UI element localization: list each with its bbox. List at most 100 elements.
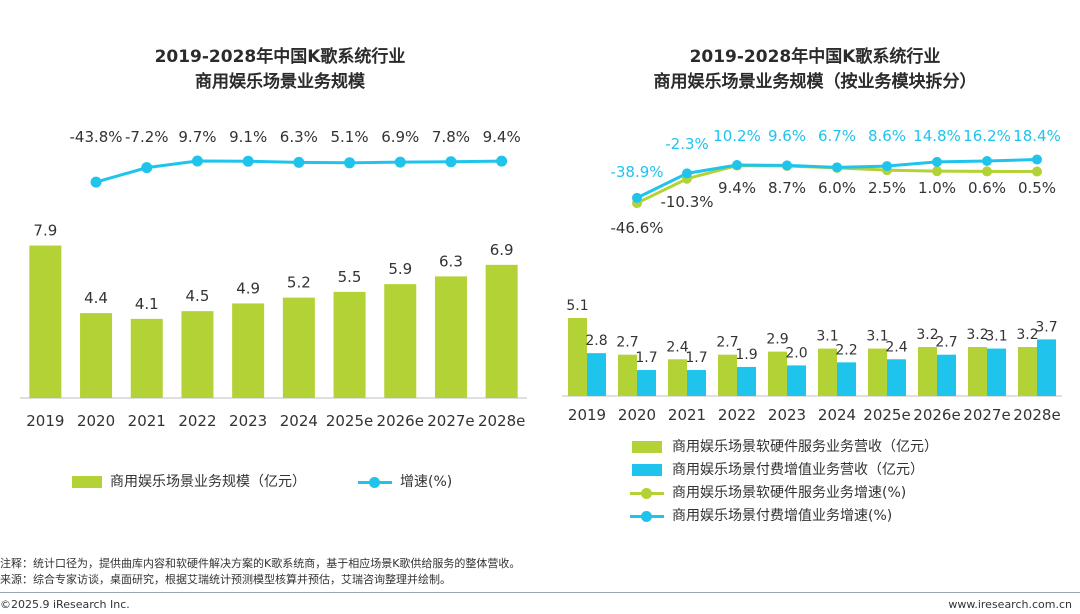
right-x-tick-2026e: 2026e	[913, 406, 960, 424]
right-bar-paid-2026e	[937, 354, 956, 396]
right-hw-growth-label-2025e: 2.5%	[868, 179, 906, 197]
left-x-tick-2020: 2020	[77, 412, 115, 430]
right-bar-paid-2019	[587, 353, 606, 396]
left-x-tick-2021: 2021	[128, 412, 166, 430]
right-paid-growth-label-2022: 10.2%	[713, 127, 761, 145]
right-bar-hw-label-2021: 2.4	[666, 339, 688, 355]
left-growth-label-2028e: 9.4%	[483, 128, 521, 146]
footer-website: www.iresearch.com.cn	[948, 598, 1072, 611]
left-chart-title: 2019-2028年中国K歌系统行业 商用娱乐场景业务规模	[20, 45, 540, 95]
right-bar-hw-2025e	[868, 348, 887, 396]
right-title-line1: 2019-2028年中国K歌系统行业	[689, 47, 941, 67]
right-hw-growth-label-2027e: 0.6%	[968, 179, 1006, 197]
right-x-tick-2022: 2022	[718, 406, 756, 424]
left-bar-label-2021: 4.1	[135, 295, 159, 313]
left-x-tick-2022: 2022	[178, 412, 216, 430]
right-hw-growth-label-2023: 8.7%	[768, 179, 806, 197]
right-bar-hw-label-2027e: 3.2	[966, 327, 988, 343]
left-x-tick-2027e: 2027e	[427, 412, 474, 430]
right-paid-growth-label-2024: 6.7%	[818, 127, 856, 145]
right-x-tick-2023: 2023	[768, 406, 806, 424]
left-bar-label-2019: 7.9	[33, 222, 57, 240]
right-bar-hw-label-2025e: 3.1	[866, 329, 888, 345]
legend-swatch-green-bar	[632, 441, 662, 453]
left-growth-label-2027e: 7.8%	[432, 128, 470, 146]
right-bar-paid-2025e	[887, 359, 906, 396]
source-line: 来源：综合专家访谈，桌面研究，根据艾瑞统计预测模型核算并预估，艾瑞咨询整理并绘制…	[0, 573, 451, 586]
left-bar-label-2027e: 6.3	[439, 252, 463, 270]
right-paid-growth-label-2023: 9.6%	[768, 127, 806, 145]
footer-divider	[0, 592, 1080, 593]
legend-swatch-blue-bar	[632, 464, 662, 476]
legend-label-paid-revenue: 商用娱乐场景付费增值业务营收（亿元）	[672, 462, 924, 478]
right-hw-growth-label-2028e: 0.5%	[1018, 179, 1056, 197]
right-x-tick-2028e: 2028e	[1013, 406, 1060, 424]
right-bar-hw-2021	[668, 359, 687, 396]
right-paid-growth-point-2026e	[932, 156, 942, 167]
right-paid-growth-label-2026e: 14.8%	[913, 127, 961, 145]
right-bar-paid-label-2022: 1.9	[735, 347, 757, 363]
right-paid-growth-point-2021	[682, 168, 692, 179]
right-paid-growth-label-2025e: 8.6%	[868, 127, 906, 145]
left-x-tick-2024: 2024	[280, 412, 318, 430]
left-bar-label-2028e: 6.9	[490, 241, 514, 259]
right-paid-growth-point-2024	[832, 162, 842, 173]
right-bar-hw-2019	[568, 317, 587, 396]
legend-swatch-green-bar	[72, 476, 102, 488]
right-bar-hw-2028e	[1018, 347, 1037, 396]
legend-label-hw-revenue: 商用娱乐场景软硬件服务业务营收（亿元）	[672, 439, 938, 455]
right-bar-paid-2020	[637, 369, 656, 396]
left-x-tick-2023: 2023	[229, 412, 267, 430]
right-bar-paid-label-2023: 2.0	[785, 345, 807, 361]
right-paid-growth-point-2027e	[982, 155, 992, 166]
left-bar-2020	[80, 313, 113, 398]
legend-swatch-blue-dot	[369, 477, 380, 488]
right-bar-paid-2028e	[1037, 339, 1056, 396]
right-bar-paid-label-2026e: 2.7	[935, 335, 957, 351]
left-x-tick-2019: 2019	[26, 412, 64, 430]
right-bar-hw-2027e	[968, 347, 987, 396]
right-bar-hw-label-2024: 3.1	[816, 329, 838, 345]
left-bar-label-2026e: 5.9	[388, 260, 412, 278]
right-hw-growth-point-2027e	[982, 166, 992, 177]
right-paid-growth-label-2020: -38.9%	[610, 163, 663, 181]
legend-label-scale: 商用娱乐场景业务规模（亿元）	[110, 474, 306, 490]
right-bar-hw-2022	[718, 354, 737, 396]
left-growth-point-2026e	[394, 156, 406, 168]
right-hw-growth-label-2022: 9.4%	[718, 179, 756, 197]
left-growth-point-2024	[293, 156, 305, 168]
left-growth-point-2022	[191, 155, 203, 167]
left-bar-label-2025e: 5.5	[338, 268, 362, 286]
right-bar-hw-label-2022: 2.7	[716, 335, 738, 351]
right-paid-growth-label-2027e: 16.2%	[963, 127, 1011, 145]
right-title-line2: 商用娱乐场景业务规模（按业务模块拆分）	[653, 72, 977, 92]
right-x-tick-2027e: 2027e	[963, 406, 1010, 424]
right-bar-hw-label-2020: 2.7	[616, 335, 638, 351]
left-growth-label-2023: 9.1%	[229, 128, 267, 146]
right-hw-growth-label-2021: -10.3%	[660, 193, 713, 211]
left-growth-label-2025e: 5.1%	[330, 128, 368, 146]
right-bar-hw-2020	[618, 354, 637, 396]
right-bar-paid-label-2020: 1.7	[635, 350, 657, 366]
left-growth-label-2024: 6.3%	[280, 128, 318, 146]
left-title-line1: 2019-2028年中国K歌系统行业	[154, 47, 406, 67]
legend-label-paid-growth: 商用娱乐场景付费增值业务增速(%)	[672, 508, 893, 524]
right-hw-growth-label-2020: -46.6%	[610, 219, 663, 237]
left-bar-label-2023: 4.9	[236, 279, 260, 297]
right-bar-hw-2024	[818, 348, 837, 396]
left-x-tick-2025e: 2025e	[326, 412, 373, 430]
right-bar-paid-label-2027e: 3.1	[985, 329, 1007, 345]
note-line: 注释：统计口径为，提供曲库内容和软硬件解决方案的K歌系统商，基于相应场景K歌供给…	[0, 557, 521, 570]
left-bar-label-2020: 4.4	[84, 289, 108, 307]
right-bar-paid-2021	[687, 369, 706, 396]
left-growth-point-2027e	[445, 156, 457, 168]
right-hw-growth-point-2028e	[1032, 166, 1042, 177]
right-paid-growth-point-2020	[632, 192, 642, 203]
right-x-tick-2021: 2021	[668, 406, 706, 424]
right-paid-growth-point-2028e	[1032, 154, 1042, 165]
legend-label-hw-growth: 商用娱乐场景软硬件服务业务增速(%)	[672, 485, 907, 501]
left-bar-2025e	[333, 291, 366, 398]
right-bar-paid-label-2024: 2.2	[835, 342, 857, 358]
left-growth-point-2020	[90, 176, 102, 188]
